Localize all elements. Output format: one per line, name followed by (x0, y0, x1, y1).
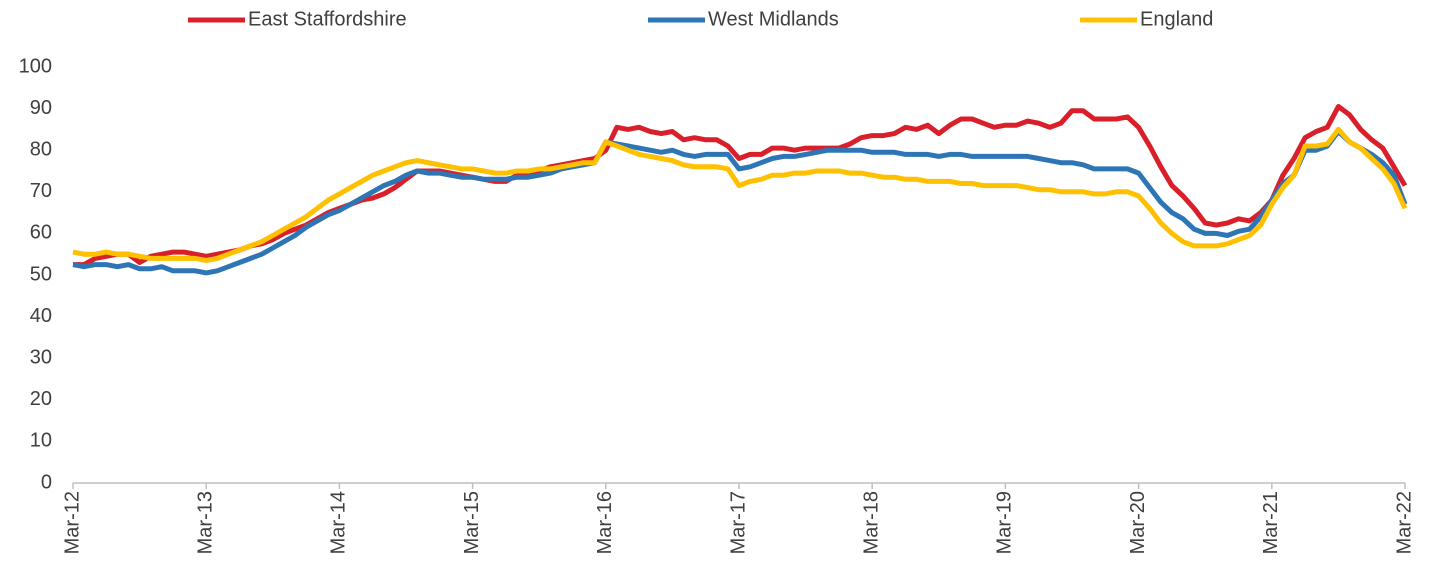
y-tick-label: 80 (30, 138, 52, 160)
x-tick-label: Mar-15 (461, 491, 483, 554)
y-tick-label: 60 (30, 222, 52, 244)
x-tick-label: Mar-12 (61, 491, 83, 554)
series-line (72, 129, 1408, 276)
y-tick-label: 100 (19, 55, 52, 77)
y-tick-label: 30 (30, 346, 52, 368)
x-tick-label: Mar-14 (328, 491, 350, 554)
x-tick-label: Mar-20 (1127, 491, 1149, 554)
y-tick-label: 70 (30, 180, 52, 202)
legend-label: West Midlands (708, 8, 839, 30)
x-tick-label: Mar-16 (594, 491, 616, 554)
y-tick-label: 0 (41, 471, 52, 493)
y-tick-label: 90 (30, 97, 52, 119)
x-tick-label: Mar-17 (727, 491, 749, 554)
y-tick-label: 40 (30, 305, 52, 327)
x-tick-label: Mar-21 (1260, 491, 1282, 554)
series-line (73, 104, 1408, 268)
x-tick-label: Mar-18 (860, 491, 882, 554)
x-tick-label: Mar-22 (1393, 491, 1415, 554)
legend-label: England (1140, 8, 1213, 30)
y-tick-label: 20 (30, 388, 52, 410)
y-tick-label: 10 (30, 430, 52, 452)
x-tick-label: Mar-13 (194, 491, 216, 554)
y-tick-label: 50 (30, 263, 52, 285)
legend-label: East Staffordshire (248, 8, 407, 30)
series-line (72, 126, 1408, 263)
x-tick-label: Mar-19 (994, 491, 1016, 554)
